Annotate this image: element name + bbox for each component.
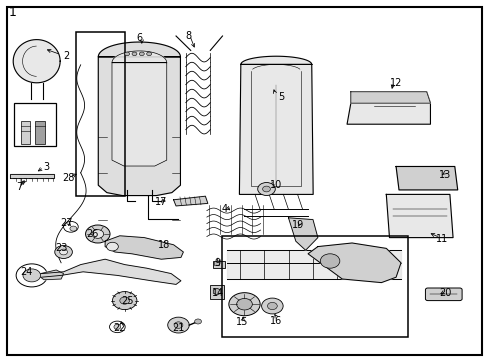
Text: 18: 18 — [157, 240, 170, 250]
Polygon shape — [288, 218, 317, 250]
Text: 13: 13 — [438, 170, 450, 180]
Polygon shape — [41, 259, 181, 284]
Polygon shape — [105, 236, 183, 259]
Circle shape — [106, 242, 118, 251]
Circle shape — [267, 302, 277, 310]
Polygon shape — [227, 250, 400, 279]
Circle shape — [174, 322, 183, 328]
Polygon shape — [10, 174, 54, 178]
Circle shape — [194, 319, 201, 324]
Polygon shape — [41, 270, 63, 280]
Text: 22: 22 — [113, 323, 126, 333]
Text: 8: 8 — [185, 31, 191, 41]
Bar — [212, 261, 224, 268]
Polygon shape — [386, 194, 452, 238]
Text: 3: 3 — [43, 162, 49, 172]
Text: 12: 12 — [389, 78, 402, 88]
Circle shape — [55, 246, 72, 258]
Text: 9: 9 — [214, 258, 220, 268]
Polygon shape — [239, 56, 312, 194]
Text: 4: 4 — [222, 204, 227, 214]
Circle shape — [60, 249, 67, 255]
Text: 6: 6 — [136, 33, 142, 43]
Polygon shape — [13, 40, 60, 83]
Text: 28: 28 — [62, 173, 75, 183]
Circle shape — [257, 183, 275, 195]
Text: 10: 10 — [269, 180, 282, 190]
Circle shape — [139, 52, 144, 56]
Bar — [213, 261, 218, 265]
Circle shape — [23, 269, 41, 282]
Circle shape — [236, 298, 252, 310]
Text: 16: 16 — [269, 316, 282, 326]
Text: 23: 23 — [55, 243, 67, 253]
Text: 17: 17 — [155, 197, 167, 207]
Polygon shape — [346, 92, 429, 124]
Bar — [76, 32, 124, 196]
Text: 14: 14 — [211, 288, 224, 298]
Circle shape — [132, 52, 137, 56]
Circle shape — [146, 52, 151, 56]
Text: 2: 2 — [63, 51, 69, 61]
Text: 25: 25 — [121, 296, 133, 306]
Bar — [222, 236, 407, 337]
Text: 21: 21 — [172, 323, 184, 333]
Text: 1: 1 — [8, 6, 16, 19]
Text: 24: 24 — [20, 267, 33, 277]
Polygon shape — [98, 42, 180, 195]
Circle shape — [114, 324, 121, 329]
Polygon shape — [350, 92, 429, 103]
Text: 19: 19 — [291, 220, 304, 230]
Polygon shape — [213, 288, 221, 295]
FancyBboxPatch shape — [425, 288, 461, 301]
Circle shape — [320, 254, 339, 268]
Bar — [14, 103, 56, 146]
Circle shape — [112, 292, 137, 310]
Text: 15: 15 — [235, 317, 248, 327]
Polygon shape — [395, 166, 457, 190]
Text: 26: 26 — [86, 229, 99, 239]
Text: 11: 11 — [435, 234, 448, 244]
Circle shape — [261, 298, 283, 314]
Circle shape — [85, 225, 110, 243]
Bar — [35, 121, 45, 144]
Circle shape — [120, 297, 129, 304]
Circle shape — [92, 230, 103, 238]
Circle shape — [262, 186, 270, 192]
Text: 27: 27 — [60, 218, 72, 228]
Polygon shape — [173, 196, 207, 206]
Text: 5: 5 — [278, 92, 284, 102]
Circle shape — [70, 226, 77, 231]
Circle shape — [124, 52, 129, 56]
Polygon shape — [112, 51, 166, 166]
Circle shape — [228, 293, 260, 316]
Bar — [210, 285, 224, 299]
Text: 20: 20 — [438, 288, 450, 298]
Polygon shape — [307, 243, 400, 283]
Circle shape — [167, 317, 189, 333]
Bar — [20, 121, 30, 144]
Text: 7: 7 — [17, 182, 22, 192]
